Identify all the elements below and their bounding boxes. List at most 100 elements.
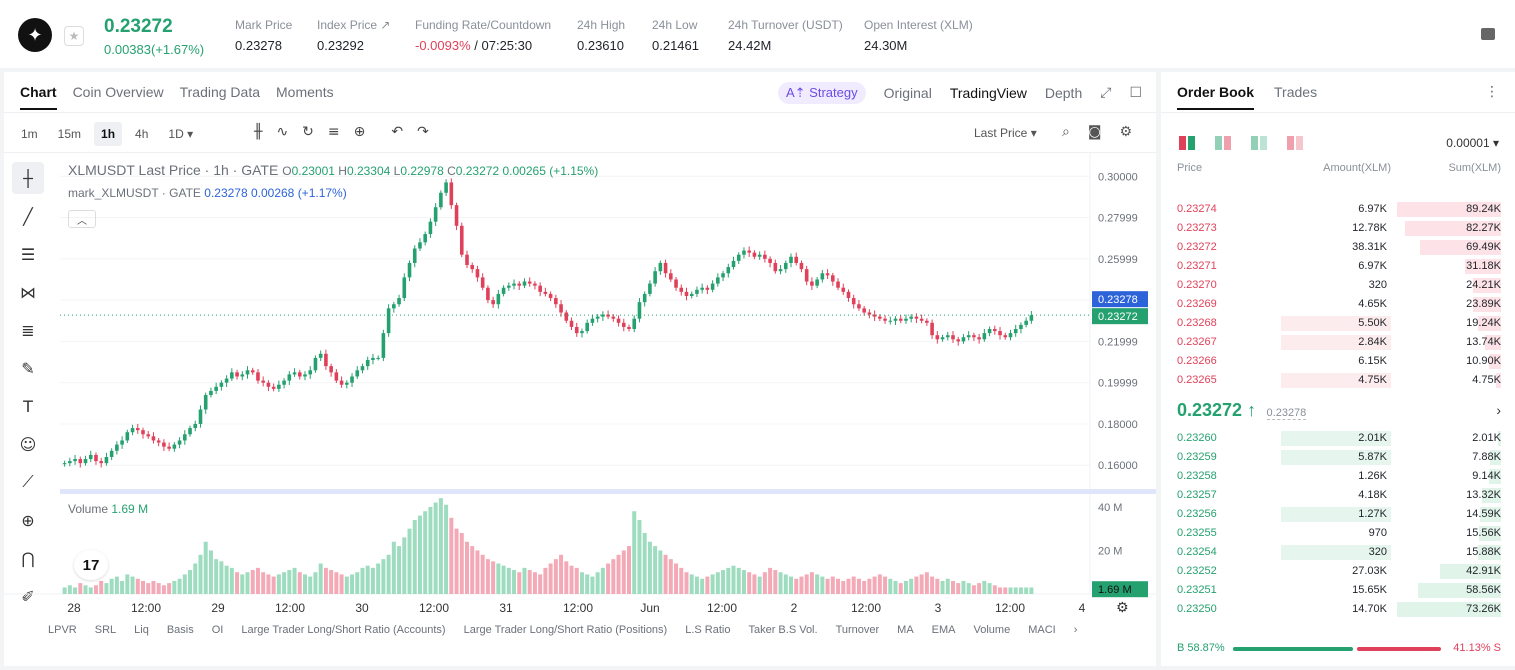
bid-row[interactable]: 0.23257 4.18K 13.32K	[1161, 486, 1515, 505]
ask-row[interactable]: 0.23273 12.78K 82.27K	[1161, 219, 1515, 238]
indicator-item[interactable]: Volume	[973, 624, 1011, 636]
indicator-item[interactable]: MACI	[1028, 624, 1056, 636]
bid-row[interactable]: 0.23251 15.65K 58.56K	[1161, 581, 1515, 600]
timeframe-4h[interactable]: 4h	[135, 127, 149, 141]
ask-row[interactable]: 0.23270 320 24.21K	[1161, 276, 1515, 295]
ask-row[interactable]: 0.23274 6.97K 89.24K	[1161, 200, 1515, 219]
pattern-icon[interactable]: ⋈	[20, 282, 36, 302]
tab-trading-data[interactable]: Trading Data	[179, 84, 261, 100]
indicator-item[interactable]: Basis	[166, 624, 194, 636]
camera-icon[interactable]: ◙	[1087, 124, 1102, 140]
time-tick-label: 12:00	[851, 601, 881, 615]
indicator-item[interactable]: Liq	[134, 624, 149, 636]
indicator-item[interactable]: Turnover	[835, 624, 880, 636]
candle-type-icon[interactable]: ╫	[254, 124, 263, 140]
bid-row[interactable]: 0.23258 1.26K 9.14K	[1161, 467, 1515, 486]
brush-icon[interactable]: ✎	[21, 358, 35, 378]
emoji-icon[interactable]: ☺	[19, 434, 37, 454]
indicator-item[interactable]: Taker B.S Vol.	[748, 624, 818, 636]
search-icon[interactable]: ⌕	[1062, 124, 1070, 140]
favorite-star-icon[interactable]: ★	[64, 26, 84, 46]
add-alert-icon[interactable]: ⊕	[353, 124, 366, 140]
tab-tradingview[interactable]: TradingView	[949, 85, 1027, 101]
more-options-icon[interactable]: ⋮	[1485, 84, 1499, 100]
chevron-right-icon[interactable]: ›	[1496, 402, 1501, 418]
tab-chart[interactable]: Chart	[20, 84, 57, 110]
candle-body	[637, 302, 642, 319]
settings-gear-icon[interactable]: ⚙	[1119, 124, 1132, 140]
precision-dropdown[interactable]: 0.00001 ▾	[1446, 136, 1499, 150]
horizontal-lines-icon[interactable]: ☰	[20, 244, 36, 264]
bid-row[interactable]: 0.23254 320 15.88K	[1161, 543, 1515, 562]
bid-row[interactable]: 0.23255 970 15.56K	[1161, 524, 1515, 543]
indicator-item[interactable]: EMA	[931, 624, 956, 636]
timeframe-1m[interactable]: 1m	[21, 127, 38, 141]
indicator-item[interactable]: OI	[211, 624, 224, 636]
bid-row[interactable]: 0.23250 14.70K 73.26K	[1161, 600, 1515, 619]
crosshair-icon[interactable]: ┼	[12, 162, 44, 194]
ask-row[interactable]: 0.23272 38.31K 69.49K	[1161, 238, 1515, 257]
price-type-dropdown[interactable]: Last Price ▾	[974, 126, 1037, 140]
view-bids-icon[interactable]	[1251, 136, 1267, 150]
strategy-button[interactable]: A⇡ Strategy	[777, 82, 866, 104]
undo-icon[interactable]: ↶	[391, 124, 404, 140]
tab-coin-overview[interactable]: Coin Overview	[72, 84, 164, 100]
timeframe-1h[interactable]: 1h	[94, 122, 123, 146]
volume-bar	[721, 570, 726, 594]
trendline-icon[interactable]: ╱	[23, 206, 33, 226]
text-icon[interactable]: T	[23, 396, 33, 416]
view-alt-icon[interactable]	[1215, 136, 1231, 150]
collapse-legend-button[interactable]: ︿	[68, 210, 96, 228]
book-icon[interactable]	[1481, 28, 1495, 40]
ask-row[interactable]: 0.23271 6.97K 31.18K	[1161, 257, 1515, 276]
indicator-item[interactable]: Large Trader Long/Short Ratio (Accounts)	[241, 624, 446, 636]
candle-body	[878, 316, 882, 319]
replay-icon[interactable]: ↻	[302, 124, 314, 140]
ask-row[interactable]: 0.23269 4.65K 23.89K	[1161, 295, 1515, 314]
indicator-item[interactable]: MA	[897, 624, 914, 636]
view-asks-icon[interactable]	[1287, 136, 1303, 150]
volume-bar	[287, 570, 292, 594]
ask-row[interactable]: 0.23267 2.84K 13.74K	[1161, 333, 1515, 352]
indicator-item[interactable]: SRL	[94, 624, 117, 636]
volume-bar	[480, 554, 485, 594]
scroll-right-icon[interactable]: ›	[1073, 624, 1078, 636]
view-both-icon[interactable]	[1179, 136, 1195, 150]
magnet-icon[interactable]: ⋂	[21, 548, 35, 568]
volume-tick-label: 40 M	[1098, 502, 1122, 514]
bid-row[interactable]: 0.23260 2.01K 2.01K	[1161, 429, 1515, 448]
window-icon[interactable]: ☐	[1129, 85, 1142, 101]
bid-row[interactable]: 0.23259 5.87K 7.88K	[1161, 448, 1515, 467]
tab-original[interactable]: Original	[883, 85, 932, 101]
volume-bar	[397, 546, 402, 594]
volume-bar	[982, 580, 987, 594]
pencil-lock-icon[interactable]: ✐	[21, 586, 35, 606]
ask-row[interactable]: 0.23265 4.75K 4.75K	[1161, 371, 1515, 390]
ruler-icon[interactable]: ⟋	[22, 472, 34, 491]
orderbook-mid-price[interactable]: 0.23272 ↑ 0.23278 ›	[1177, 400, 1501, 421]
bid-row[interactable]: 0.23252 27.03K 42.91K	[1161, 562, 1515, 581]
timeframe-15m[interactable]: 15m	[57, 127, 82, 141]
indicator-item[interactable]: Large Trader Long/Short Ratio (Positions…	[463, 624, 668, 636]
stat-index-price[interactable]: Index Price ↗ 0.23292	[317, 18, 391, 53]
row-sum: 23.89K	[1466, 298, 1501, 310]
ask-row[interactable]: 0.23266 6.15K 10.90K	[1161, 352, 1515, 371]
indicator-item[interactable]: LPVR	[48, 624, 77, 636]
bid-row[interactable]: 0.23256 1.27K 14.59K	[1161, 505, 1515, 524]
redo-icon[interactable]: ↷	[417, 124, 429, 140]
zoom-in-icon[interactable]: ⊕	[21, 510, 35, 530]
fib-icon[interactable]: ≣	[21, 320, 35, 340]
timeframe-1d-dropdown[interactable]: 1D ▾	[168, 127, 194, 141]
indicator-item[interactable]: L.S Ratio	[685, 624, 731, 636]
expand-icon[interactable]: ⤢	[1100, 85, 1112, 101]
indicators-icon[interactable]: ∿	[276, 124, 289, 140]
candle-body	[940, 337, 945, 340]
templates-icon[interactable]: ≡	[327, 124, 340, 140]
tab-order-book[interactable]: Order Book	[1177, 84, 1255, 110]
tab-trades[interactable]: Trades	[1274, 84, 1318, 100]
ask-row[interactable]: 0.23268 5.50K 19.24K	[1161, 314, 1515, 333]
candlestick-chart[interactable]: 0.300000.279990.259990.239990.219990.199…	[4, 72, 1156, 666]
chart-settings-icon[interactable]: ⚙	[1116, 600, 1129, 616]
tab-moments[interactable]: Moments	[276, 84, 334, 100]
tab-depth[interactable]: Depth	[1044, 85, 1083, 101]
